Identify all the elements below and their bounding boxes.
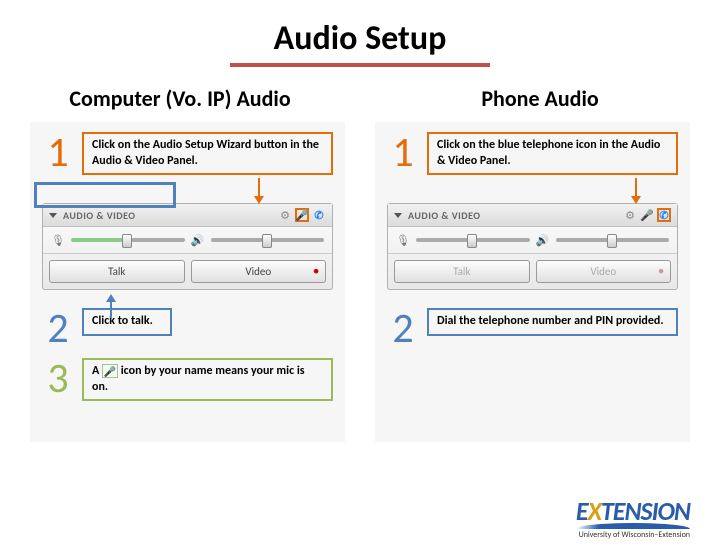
panel-buttons: Talk Video ● bbox=[43, 254, 332, 289]
mic-on-icon: 🎤 bbox=[102, 364, 118, 378]
column-voip: 1 Click on the Audio Setup Wizard button… bbox=[30, 122, 345, 442]
step-number-3: 3 bbox=[42, 358, 74, 400]
arrow-to-phone-icon bbox=[635, 178, 637, 198]
audio-video-panel-right: AUDIO & VIDEO ⚙ 🎤 ✆ 🎙 🔊 Talk Video ● bbox=[387, 203, 678, 290]
step-text-1r: Click on the blue telephone icon in the … bbox=[427, 132, 678, 175]
arrow-to-wizard-icon bbox=[258, 178, 260, 198]
step-text-2: Click to talk. bbox=[82, 308, 172, 336]
talk-button-r[interactable]: Talk bbox=[394, 260, 530, 283]
panel-sliders-r: 🎙 🔊 bbox=[388, 227, 677, 254]
collapse-icon-r[interactable] bbox=[394, 213, 402, 218]
video-button-r[interactable]: Video ● bbox=[536, 260, 672, 283]
step-number-2: 2 bbox=[42, 308, 74, 350]
collapse-icon[interactable] bbox=[49, 213, 57, 218]
speaker-level-icon: 🔊 bbox=[191, 233, 205, 247]
record-dot-icon-r: ● bbox=[658, 264, 664, 277]
mic-level-icon: 🎙 bbox=[51, 233, 65, 247]
phone-step-1: 1 Click on the blue telephone icon in th… bbox=[387, 132, 678, 175]
title-underline bbox=[230, 63, 490, 67]
mic-level-icon-r: 🎙 bbox=[396, 233, 410, 247]
step-number-2r: 2 bbox=[387, 308, 419, 350]
columns: 1 Click on the Audio Setup Wizard button… bbox=[0, 122, 720, 442]
video-button-label-r: Video bbox=[590, 265, 616, 278]
subtitle-right: Phone Audio bbox=[360, 85, 720, 112]
speaker-level-icon-r: 🔊 bbox=[536, 233, 550, 247]
step-number-1: 1 bbox=[42, 132, 74, 174]
phone-step-2: 2 Dial the telephone number and PIN prov… bbox=[387, 308, 678, 350]
audio-wizard-icon-r[interactable]: 🎤 bbox=[640, 208, 654, 222]
step-text-2r: Dial the telephone number and PIN provid… bbox=[427, 308, 678, 336]
audio-video-panel-left: AUDIO & VIDEO ⚙ 🎤 ✆ 🎙 🔊 Talk Video ● bbox=[42, 203, 333, 290]
panel-title-text-r: AUDIO & VIDEO bbox=[408, 209, 620, 222]
voip-step-1: 1 Click on the Audio Setup Wizard button… bbox=[42, 132, 333, 175]
panel-title-text: AUDIO & VIDEO bbox=[63, 209, 275, 222]
step3-suffix: icon by your name means your mic is on. bbox=[92, 364, 305, 394]
panel-header-r: AUDIO & VIDEO ⚙ 🎤 ✆ bbox=[388, 204, 677, 227]
talk-button[interactable]: Talk bbox=[49, 260, 185, 283]
audio-wizard-icon[interactable]: 🎤 bbox=[295, 208, 309, 222]
voip-step-3: 3 A 🎤 icon by your name means your mic i… bbox=[42, 358, 333, 401]
record-dot-icon: ● bbox=[313, 264, 319, 277]
step3-prefix: A bbox=[92, 364, 102, 378]
uw-extension-logo: EXTENSION University of Wisconsin–Extens… bbox=[576, 495, 690, 540]
voip-step-2: 2 Click to talk. bbox=[42, 308, 333, 350]
panel-header: AUDIO & VIDEO ⚙ 🎤 ✆ bbox=[43, 204, 332, 227]
speaker-slider-r[interactable] bbox=[556, 238, 670, 242]
settings-icon[interactable]: ⚙ bbox=[278, 208, 292, 222]
step-number-1r: 1 bbox=[387, 132, 419, 174]
panel-buttons-r: Talk Video ● bbox=[388, 254, 677, 289]
video-button[interactable]: Video ● bbox=[191, 260, 327, 283]
logo-wordmark: EXTENSION bbox=[576, 495, 690, 527]
mic-slider[interactable] bbox=[71, 238, 185, 242]
mic-slider-r[interactable] bbox=[416, 238, 530, 242]
subtitle-left: Computer (Vo. IP) Audio bbox=[0, 85, 360, 112]
logo-subtext: University of Wisconsin–Extension bbox=[576, 530, 690, 540]
column-phone: 1 Click on the blue telephone icon in th… bbox=[375, 122, 690, 442]
phone-icon[interactable]: ✆ bbox=[312, 208, 326, 222]
speaker-slider[interactable] bbox=[211, 238, 325, 242]
arrow-to-talk bbox=[110, 300, 112, 318]
phone-icon-r[interactable]: ✆ bbox=[657, 208, 671, 222]
subtitles-row: Computer (Vo. IP) Audio Phone Audio bbox=[0, 85, 720, 112]
page-title: Audio Setup bbox=[0, 18, 720, 59]
video-button-label: Video bbox=[245, 265, 271, 278]
step-text-3: A 🎤 icon by your name means your mic is … bbox=[82, 358, 333, 401]
settings-icon-r[interactable]: ⚙ bbox=[623, 208, 637, 222]
panel-sliders: 🎙 🔊 bbox=[43, 227, 332, 254]
step-text-1: Click on the Audio Setup Wizard button i… bbox=[82, 132, 333, 175]
